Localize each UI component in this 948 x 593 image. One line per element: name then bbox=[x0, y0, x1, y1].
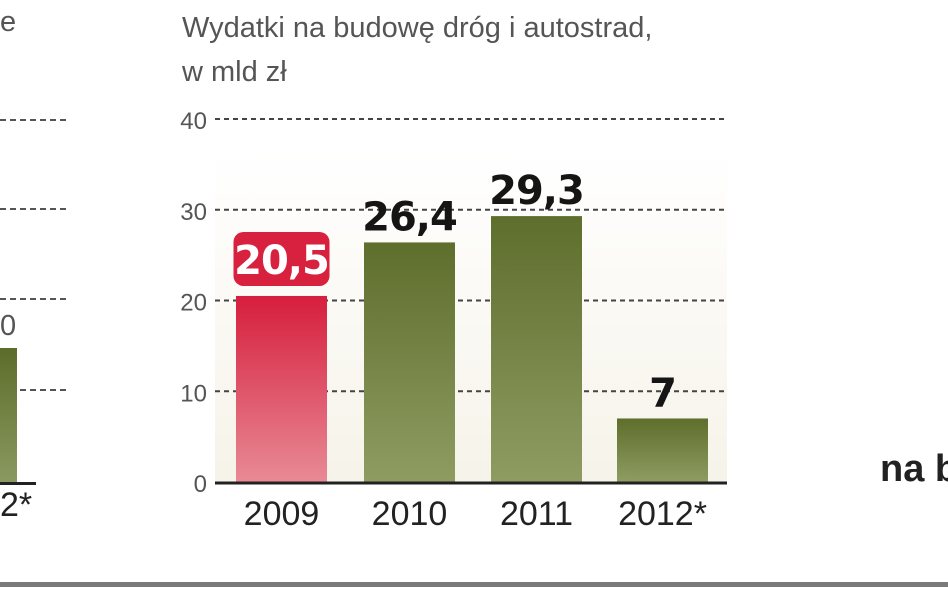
value-label: 26,4 bbox=[362, 194, 457, 240]
y-tick-label: 40 bbox=[180, 108, 207, 135]
chart-subtitle: w mld zł bbox=[182, 56, 287, 88]
x-tick-label: 2010 bbox=[372, 495, 448, 533]
bottom-divider bbox=[0, 582, 948, 587]
y-tick-label: 20 bbox=[180, 290, 207, 317]
x-tick-label: 2009 bbox=[244, 495, 320, 533]
y-tick-label: 0 bbox=[194, 471, 207, 498]
bar-2011 bbox=[491, 216, 582, 483]
right-fragment-text: na b bbox=[880, 448, 948, 490]
value-label: 20,5 bbox=[234, 238, 329, 284]
value-label-badge bbox=[233, 231, 330, 286]
chart-title-block: Wydatki na budowę dróg i autostrad, w ml… bbox=[182, 6, 652, 94]
x-tick-label: 2011 bbox=[500, 495, 573, 533]
y-tick-label: 30 bbox=[180, 199, 207, 226]
left-chart-gridline bbox=[0, 389, 66, 391]
x-tick-label: 2012* bbox=[618, 495, 707, 533]
bar-2012* bbox=[617, 418, 708, 482]
value-label: 7 bbox=[649, 370, 676, 416]
left-chart-bar-fragment bbox=[0, 348, 17, 482]
bar-2009 bbox=[236, 295, 327, 482]
value-label: 29,3 bbox=[489, 168, 584, 214]
left-chart-gridline bbox=[0, 208, 66, 210]
left-chart-axis-fragment bbox=[0, 482, 36, 485]
left-chart-title-fragment: e bbox=[0, 6, 17, 38]
left-chart-gridline bbox=[0, 298, 66, 300]
left-chart-xlabel-fragment: 2* bbox=[0, 486, 33, 524]
left-chart-gridline bbox=[0, 119, 66, 121]
bar-2010 bbox=[364, 242, 455, 482]
chart-title: Wydatki na budowę dróg i autostrad, bbox=[182, 12, 653, 44]
left-chart-value-fragment: 0 bbox=[0, 310, 17, 342]
y-tick-label: 10 bbox=[180, 380, 207, 407]
